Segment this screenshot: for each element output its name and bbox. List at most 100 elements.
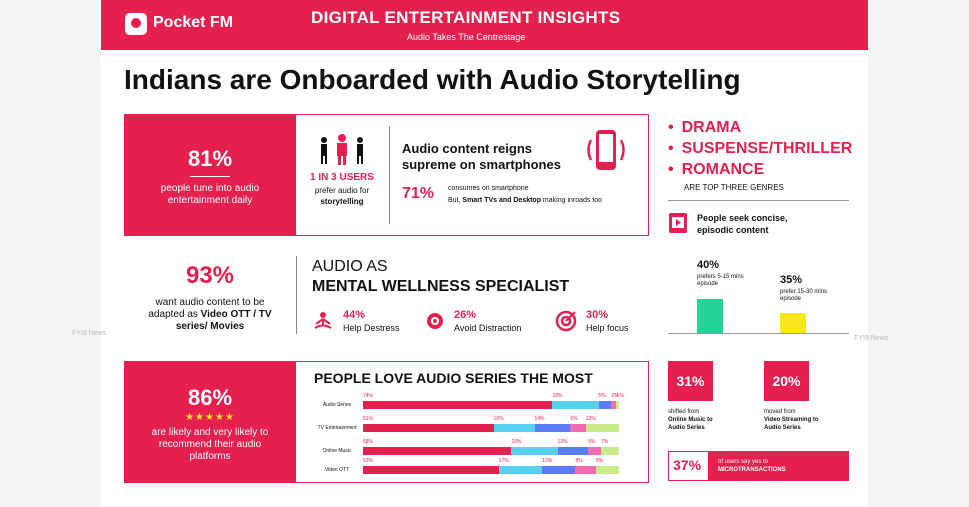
- series-row-label: Online Music: [322, 448, 352, 454]
- series-segment-label: 74%: [363, 393, 374, 399]
- stat-86-value: 86%: [187, 385, 233, 410]
- series-segment-label: 9%: [595, 458, 604, 464]
- wellness-label-2: Help focus: [586, 323, 629, 333]
- series-segment: 16%: [493, 416, 535, 432]
- shift-b-line1: moved from: [764, 409, 796, 415]
- shift-a-line1: shifted from: [668, 409, 700, 415]
- smartphone-icon: [583, 128, 629, 177]
- series-segment: 5%: [588, 439, 602, 455]
- series-segment: 8%: [575, 458, 596, 474]
- stat-81-box: 81% people tune into audio entertainment…: [124, 114, 296, 236]
- video-icon: [668, 212, 688, 239]
- pocketfm-logo-icon: [125, 13, 147, 35]
- target-icon: [555, 310, 577, 337]
- header-bar: Pocket FM DIGITAL ENTERTAINMENT INSIGHTS…: [101, 0, 868, 50]
- series-segment-label: 16%: [493, 416, 504, 422]
- shift-a-line3: Audio Series: [668, 425, 705, 431]
- series-segment-label: 53%: [363, 458, 374, 464]
- genre-romance: ROMANCE: [668, 161, 765, 179]
- series-segment-label: 13%: [542, 458, 553, 464]
- series-segment: 7%: [601, 439, 619, 455]
- series-title: PEOPLE LOVE AUDIO SERIES THE MOST: [314, 370, 593, 386]
- shift-a-pct: 31%: [676, 373, 705, 389]
- stat-86-box: 86% ★★★★★ are likely and very likely to …: [124, 361, 296, 483]
- shift-a-text: shifted from Online Music to Audio Serie…: [668, 408, 748, 432]
- series-segment-label: 58%: [363, 439, 374, 445]
- series-segment-label: 51%: [363, 416, 374, 422]
- smartphone-pct: 71%: [402, 185, 435, 202]
- smartphone-line2: But, Smart TVs and Desktop making inroad…: [448, 197, 603, 204]
- wellness-pct-1: 26%: [454, 309, 477, 321]
- series-segment-label: 17%: [498, 458, 509, 464]
- series-segment-label: 8%: [575, 458, 583, 464]
- episode-bar-15-30: [780, 312, 806, 333]
- series-segment-label: 18%: [552, 393, 563, 399]
- users-line2: storytelling: [320, 197, 364, 206]
- episode-b-pct: 35%: [780, 274, 803, 286]
- episode-a-pct: 40%: [697, 259, 720, 271]
- series-segment: 6%: [570, 416, 586, 432]
- wellness-title2: MENTAL WELLNESS SPECIALIST: [312, 278, 570, 295]
- stat-93-line1: want audio content to be: [155, 297, 265, 308]
- shift-a-line2: Online Music to: [668, 417, 713, 423]
- series-stacked-bar: 74% 18% 5% 2% 1%: [363, 393, 624, 409]
- series-segment-label: 5%: [588, 439, 596, 445]
- stat-86-text: are likely and very likely to recommend …: [151, 427, 269, 462]
- series-segment-label: 13%: [585, 416, 596, 422]
- series-segment-label: 14%: [534, 416, 545, 422]
- wellness-title1: AUDIO AS: [312, 258, 388, 275]
- series-row-label: TV Entertainment: [317, 425, 357, 431]
- users-line1: prefer audio for: [314, 186, 370, 195]
- shift-b-box: 20%: [764, 361, 809, 401]
- genre-thriller: SUSPENSE/THRILLER: [668, 140, 853, 158]
- shift-b-line2: Video Streaming to: [764, 417, 819, 423]
- series-segment: 1%: [616, 393, 624, 409]
- series-segment: 14%: [534, 416, 571, 432]
- shift-b-pct: 20%: [772, 373, 801, 389]
- wellness-label-0: Help Destress: [343, 323, 400, 333]
- series-row-label: Video OTT: [324, 467, 350, 473]
- divider: [296, 256, 297, 334]
- logo-text: Pocket FM: [153, 14, 234, 31]
- series-stacked-bar: 58% 18% 12% 5% 7%: [363, 439, 619, 455]
- micro-pct: 37%: [673, 457, 702, 473]
- series-segment-label: 18%: [511, 439, 522, 445]
- episode-bar-5-15: [697, 299, 723, 333]
- wellness-label-1: Avoid Distraction: [454, 323, 522, 333]
- series-segment: 18%: [552, 393, 599, 409]
- people-icon: [316, 134, 368, 171]
- stat-93-value: 93%: [185, 262, 235, 289]
- concise-text: People seek concise, episodic content: [697, 213, 788, 235]
- divider: [190, 176, 230, 177]
- smartphone-line1: consumes on smartphone: [448, 185, 529, 192]
- series-segment-label: 6%: [570, 416, 578, 422]
- stat-93-line3: series/ Movies: [175, 321, 245, 332]
- series-segment: 2%: [611, 393, 619, 409]
- shift-a-box: 31%: [668, 361, 713, 401]
- brain-icon: [424, 310, 446, 337]
- micro-red-box: of users say yes to MICROTRANSACTIONS: [708, 451, 849, 481]
- episode-b-label: prefer 15-30 mins episode: [780, 289, 828, 302]
- series-segment: 51%: [363, 416, 494, 432]
- series-segment: 9%: [595, 458, 619, 474]
- series-segment: 5%: [598, 393, 612, 409]
- wellness-pct-2: 30%: [586, 309, 609, 321]
- series-segment: 53%: [363, 458, 499, 474]
- series-stacked-bar: 51% 16% 14% 6% 13%: [363, 416, 619, 432]
- page-title: Indians are Onboarded with Audio Storyte…: [124, 64, 741, 95]
- series-segment-label: 5%: [598, 393, 606, 399]
- stat-93-line2: adapted as Video OTT / TV: [148, 309, 272, 320]
- genres-caption: ARE TOP THREE GENRES: [684, 183, 784, 192]
- series-stacked-bar: 53% 17% 13% 8% 9%: [363, 458, 619, 474]
- wellness-pct-0: 44%: [343, 309, 366, 321]
- series-segment: 58%: [363, 439, 512, 455]
- users-headline: 1 IN 3 USERS: [310, 172, 374, 183]
- series-segment: 13%: [585, 416, 619, 432]
- series-segment-label: 1%: [616, 393, 624, 399]
- stat-81-value: 81%: [187, 146, 233, 171]
- rating-stars-icon: ★★★★★: [185, 412, 235, 423]
- watermark-left: FYI9 News: [72, 330, 107, 337]
- divider: [389, 126, 390, 224]
- series-segment: 74%: [363, 393, 553, 409]
- series-segment: 12%: [557, 439, 589, 455]
